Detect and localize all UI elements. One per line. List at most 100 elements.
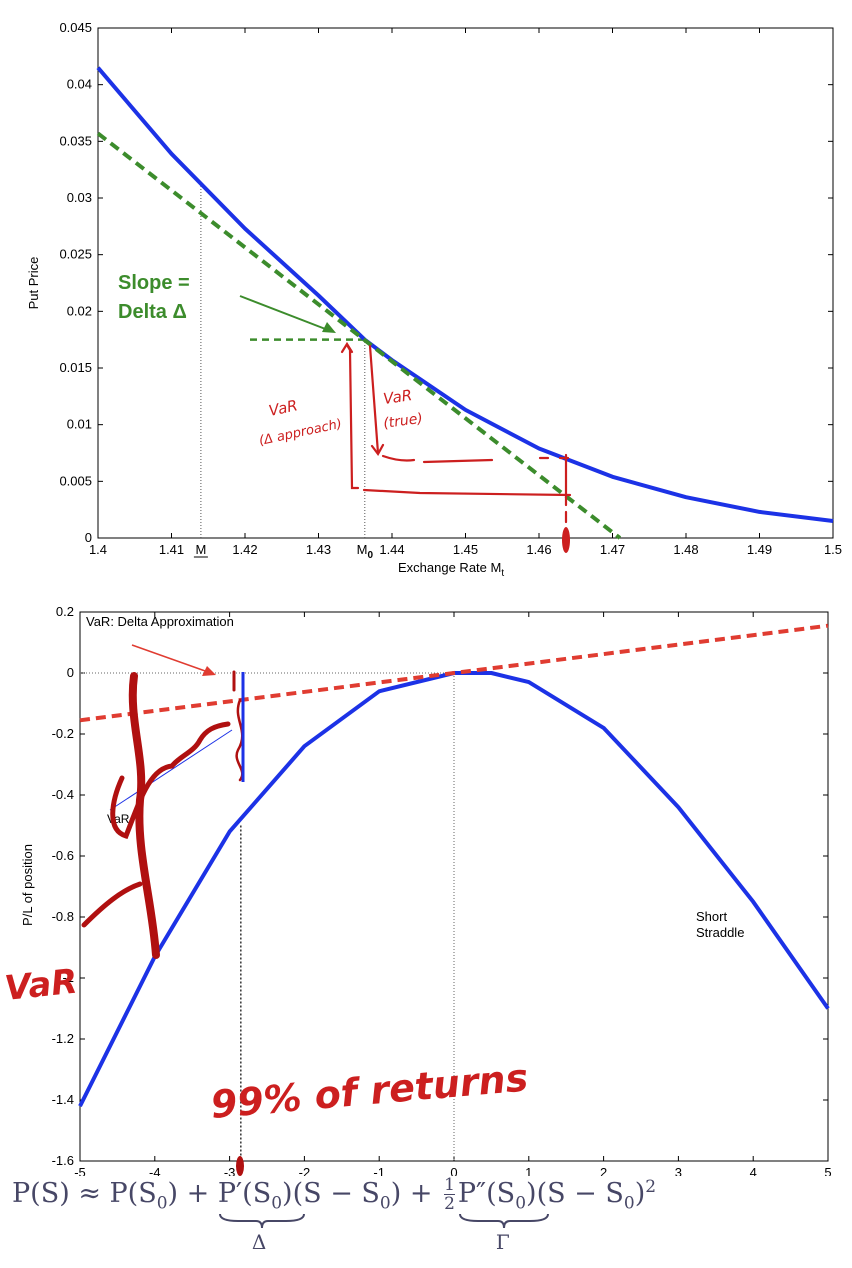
- straddle-label: Straddle: [696, 925, 744, 940]
- percentile-blot-top: [562, 527, 570, 553]
- formula-plus-2: ) +: [390, 1178, 442, 1209]
- red-ink-top: [340, 341, 572, 524]
- y-tick-label: -1.2: [52, 1031, 74, 1046]
- var-true-label: VaR: [382, 386, 413, 408]
- y-tick-label: -1: [62, 970, 74, 985]
- returns-note: 99% of returns: [209, 1055, 530, 1127]
- y-tick-label: -0.2: [52, 726, 74, 741]
- guide-lines-top: [200, 184, 366, 538]
- x-tick-label: 2: [600, 1165, 607, 1176]
- x-tick-label: 3: [675, 1165, 682, 1176]
- var-true-arrowhead: [370, 443, 385, 457]
- x-tick-label: -1: [373, 1165, 385, 1176]
- x-tick-label: -3: [224, 1165, 236, 1176]
- marker-tick-label: M0: [357, 542, 374, 561]
- var-delta-sublabel: (Δ approach): [258, 417, 344, 449]
- y-tick-label: 0: [85, 530, 92, 545]
- y-tick-label: 0.005: [59, 473, 92, 488]
- y-tick-label: -0.8: [52, 909, 74, 924]
- formula-sub-0: 0: [156, 1193, 168, 1214]
- tangent-line: [96, 131, 622, 540]
- var-delta-arrow-up: [340, 341, 354, 354]
- formula-close-2: ): [526, 1178, 537, 1209]
- y-tick-label: 0.025: [59, 247, 92, 262]
- formula-sub-4: 0: [623, 1193, 635, 1214]
- y-axis-label-bottom: P/L of position: [20, 844, 35, 926]
- x-tick-label: 1.45: [453, 542, 478, 557]
- slope-arrow: [239, 295, 329, 331]
- percentile-blot-bottom: [236, 1156, 244, 1176]
- figure: 1.4 1.41 1.42 1.43 1.44 1.45 1.46 1.47 1.48 1.49 1…: [3, 20, 842, 1176]
- y-axis-label-top: Put Price: [26, 257, 41, 310]
- var-construction-line: [109, 729, 233, 811]
- x-tick-label: -5: [74, 1165, 86, 1176]
- var-delta-label: VaR: [267, 396, 299, 420]
- formula-close-1: ): [282, 1178, 293, 1209]
- put-price-chart: 1.4 1.41 1.42 1.43 1.44 1.45 1.46 1.47 1.48 1.49 1…: [26, 20, 842, 579]
- axis-ticks-top: 1.4 1.41 1.42 1.43 1.44 1.45 1.46 1.47 1.48 1.49 1…: [59, 20, 842, 561]
- y-tick-label: -1.6: [52, 1153, 74, 1168]
- var-delta-arrowhead: [202, 666, 216, 676]
- guide-lines-bottom: [80, 672, 455, 1161]
- gamma-brace-icon: [458, 1213, 549, 1229]
- formula-diff-2: (S − S: [536, 1178, 624, 1209]
- var-big-label: VaR: [3, 962, 80, 1009]
- x-tick-label: 1.48: [673, 542, 698, 557]
- formula-diff-1: (S − S: [292, 1178, 380, 1209]
- x-tick-label: 5: [824, 1165, 831, 1176]
- axis-ticks-bottom: -5 -4 -3 -2 -1 0 1 2 3 4 5 -1.6 -1.4 -1.2 -1 -0.8 -0.6 -0…: [52, 604, 832, 1176]
- red-ink-bottom: [81, 670, 244, 959]
- formula-lhs: P(S) ≈ P(S: [12, 1178, 157, 1209]
- delta-brace-icon: [218, 1213, 305, 1229]
- x-tick-label: 1.47: [600, 542, 625, 557]
- price-curve: [78, 671, 830, 1107]
- x-tick-label: 1.42: [232, 542, 257, 557]
- x-tick-label: 1.4: [89, 542, 107, 557]
- formula-sub-1: 0: [271, 1193, 283, 1214]
- x-tick-label: 1.5: [824, 542, 842, 557]
- y-tick-label: 0.015: [59, 360, 92, 375]
- x-tick-label: 1.46: [526, 542, 551, 557]
- formula-close-3: ): [634, 1178, 646, 1209]
- var-true-base-1: [381, 454, 416, 462]
- gamma-brace-label: Γ: [495, 1230, 510, 1254]
- y-tick-label: 0.2: [56, 604, 74, 619]
- y-tick-label: 0.03: [67, 190, 92, 205]
- formula-half-den: 2: [444, 1194, 455, 1214]
- marker-tick-label: M: [195, 542, 206, 557]
- var-delta-arrow: [131, 644, 209, 673]
- var-true-base-2: [422, 458, 494, 464]
- x-tick-label: -2: [299, 1165, 311, 1176]
- x-axis-label-top: Exchange Rate Mt: [398, 560, 504, 579]
- chart-title-bottom: VaR: Delta Approximation: [86, 614, 234, 629]
- formula-plus-1: ) +: [167, 1178, 218, 1209]
- formula-half-num: 1: [444, 1175, 455, 1195]
- var-curl: [81, 881, 143, 928]
- price-curve: [96, 66, 834, 523]
- var-true-arrow: [368, 344, 380, 455]
- slope-label: Slope =: [118, 272, 190, 294]
- delta-term: P′(S0) Δ: [217, 1178, 305, 1254]
- short-label: Short: [696, 909, 727, 924]
- var-delta-bracket: [345, 343, 360, 490]
- var-delta-base: [362, 488, 572, 497]
- short-straddle-chart: -5 -4 -3 -2 -1 0 1 2 3 4 5 -1.6 -1.4 -1.2 -1 -0.8 -0.6 -0…: [3, 604, 832, 1176]
- y-tick-label: 0: [67, 665, 74, 680]
- x-tick-label: 4: [750, 1165, 757, 1176]
- x-tick-label: -4: [149, 1165, 161, 1176]
- tangent-line: [79, 623, 829, 723]
- formula-ddprime: P″(S: [457, 1178, 516, 1209]
- x-tick-label: 0: [450, 1165, 457, 1176]
- formula-dprime: P′(S: [217, 1178, 272, 1209]
- y-tick-label: 0.035: [59, 133, 92, 148]
- delta-label: Delta Δ: [118, 301, 187, 323]
- series-top: [96, 66, 834, 540]
- series-bottom: [78, 623, 830, 1107]
- var-wiggle: [110, 721, 231, 840]
- formula-sub-2: 0: [379, 1193, 391, 1214]
- formula-square: 2: [645, 1177, 657, 1197]
- var-squiggle: [235, 698, 244, 782]
- taylor-formula: P(S) ≈ P(S0) + P′(S0) Δ (S − S0) + 1 2 P″(S0…: [12, 1176, 657, 1254]
- y-tick-label: 0.01: [67, 417, 92, 432]
